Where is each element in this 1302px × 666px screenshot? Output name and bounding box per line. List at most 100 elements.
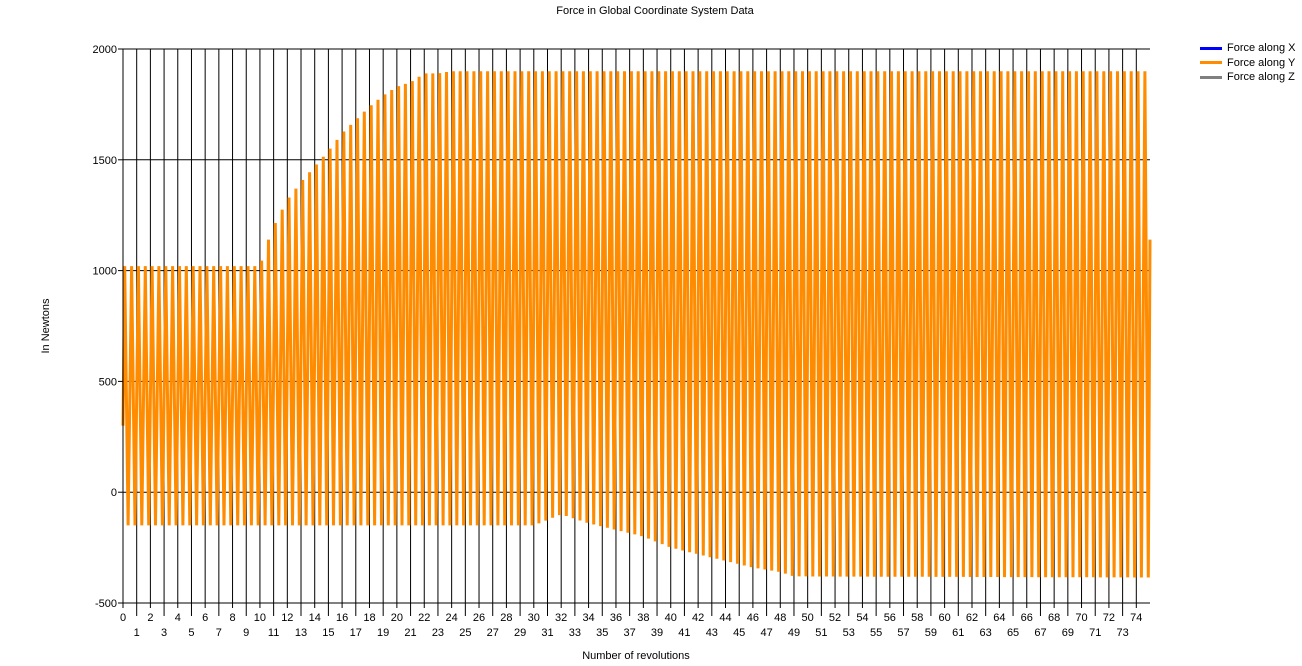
x-tick-label: 5 [188, 627, 194, 639]
x-tick-label: 38 [637, 612, 649, 624]
y-tick-label: 1500 [93, 155, 117, 167]
x-tick-label: 60 [938, 612, 950, 624]
x-tick-label: 61 [952, 627, 964, 639]
x-tick-label: 43 [706, 627, 718, 639]
x-tick-label: 47 [760, 627, 772, 639]
x-tick-label: 13 [295, 627, 307, 639]
chart-title: Force in Global Coordinate System Data [556, 5, 754, 17]
legend-item-x: Force along X [1200, 41, 1300, 56]
x-tick-label: 40 [665, 612, 677, 624]
x-tick-label: 41 [678, 627, 690, 639]
x-tick-label: 45 [733, 627, 745, 639]
x-tick-label: 19 [377, 627, 389, 639]
x-tick-label: 31 [541, 627, 553, 639]
x-tick-label: 65 [1007, 627, 1019, 639]
x-tick-labels: 0123456789101112131415161718192021222324… [120, 612, 1142, 639]
y-tick-label: 500 [99, 376, 117, 388]
x-tick-label: 16 [336, 612, 348, 624]
x-tick-label: 51 [815, 627, 827, 639]
x-tick-label: 9 [243, 627, 249, 639]
x-tick-label: 57 [897, 627, 909, 639]
legend-item-z: Force along Z [1200, 70, 1300, 85]
x-tick-label: 29 [514, 627, 526, 639]
legend-swatch-x [1200, 46, 1222, 50]
x-tick-label: 63 [980, 627, 992, 639]
x-tick-label: 34 [582, 612, 594, 624]
x-tick-label: 59 [925, 627, 937, 639]
x-tick-label: 17 [350, 627, 362, 639]
legend-label-z: Force along Z [1227, 71, 1295, 84]
x-tick-label: 39 [651, 627, 663, 639]
x-tick-label: 53 [843, 627, 855, 639]
y-tick-label: 1000 [93, 266, 117, 278]
x-axis-label: Number of revolutions [582, 650, 690, 662]
legend-label-x: Force along X [1227, 42, 1296, 55]
y-tick-label: -500 [95, 598, 117, 610]
x-tick-label: 6 [202, 612, 208, 624]
legend-item-y: Force along Y [1200, 56, 1300, 71]
x-tick-label: 22 [418, 612, 430, 624]
x-tick-label: 2 [147, 612, 153, 624]
x-tick-label: 25 [459, 627, 471, 639]
x-tick-label: 67 [1034, 627, 1046, 639]
x-tick-label: 11 [268, 627, 279, 639]
y-tick-labels: -500 0 500 1000 1500 2000 [93, 44, 117, 610]
x-tick-label: 7 [216, 627, 222, 639]
x-tick-label: 64 [993, 612, 1005, 624]
x-tick-label: 32 [555, 612, 567, 624]
x-tick-label: 36 [610, 612, 622, 624]
y-tick-label: 2000 [93, 44, 117, 56]
x-tick-label: 71 [1089, 627, 1101, 639]
x-tick-label: 68 [1048, 612, 1060, 624]
x-tick-label: 48 [774, 612, 786, 624]
x-tick-label: 35 [596, 627, 608, 639]
x-tick-label: 1 [134, 627, 140, 639]
x-tick-label: 55 [870, 627, 882, 639]
x-tick-label: 24 [446, 612, 458, 624]
x-tick-label: 58 [911, 612, 923, 624]
x-tick-label: 56 [884, 612, 896, 624]
x-tick-label: 50 [802, 612, 814, 624]
legend-label-y: Force along Y [1227, 56, 1296, 69]
series-layer [121, 71, 1152, 578]
x-tick-label: 23 [432, 627, 444, 639]
x-tick-label: 14 [309, 612, 321, 624]
x-tick-label: 69 [1062, 627, 1074, 639]
x-tick-label: 28 [500, 612, 512, 624]
legend-swatch-z [1200, 75, 1222, 79]
x-tick-label: 12 [281, 612, 293, 624]
series-line-force-y [121, 71, 1152, 578]
x-tick-label: 74 [1130, 612, 1142, 624]
x-tick-label: 73 [1116, 627, 1128, 639]
x-tick-label: 37 [624, 627, 636, 639]
legend-swatch-y [1200, 61, 1222, 65]
x-tick-label: 15 [322, 627, 334, 639]
x-tick-label: 72 [1103, 612, 1115, 624]
x-tick-label: 4 [175, 612, 181, 624]
x-tick-label: 18 [363, 612, 375, 624]
x-tick-label: 66 [1021, 612, 1033, 624]
x-tick-label: 46 [747, 612, 759, 624]
x-tick-label: 62 [966, 612, 978, 624]
x-tick-label: 8 [229, 612, 235, 624]
x-tick-label: 3 [161, 627, 167, 639]
x-tick-label: 42 [692, 612, 704, 624]
axes [118, 48, 1150, 616]
legend: Force along X Force along Y Force along … [1200, 41, 1300, 85]
x-tick-label: 21 [404, 627, 416, 639]
x-tick-label: 27 [487, 627, 499, 639]
x-tick-label: 20 [391, 612, 403, 624]
y-tick-label: 0 [111, 487, 117, 499]
x-tick-label: 70 [1075, 612, 1087, 624]
x-tick-label: 10 [254, 612, 266, 624]
x-tick-label: 44 [719, 612, 731, 624]
x-tick-label: 49 [788, 627, 800, 639]
x-tick-label: 52 [829, 612, 841, 624]
x-tick-label: 0 [120, 612, 126, 624]
x-tick-label: 26 [473, 612, 485, 624]
x-tick-label: 54 [856, 612, 868, 624]
x-tick-label: 30 [528, 612, 540, 624]
x-tick-label: 33 [569, 627, 581, 639]
y-axis-label: In Newtons [40, 298, 52, 354]
